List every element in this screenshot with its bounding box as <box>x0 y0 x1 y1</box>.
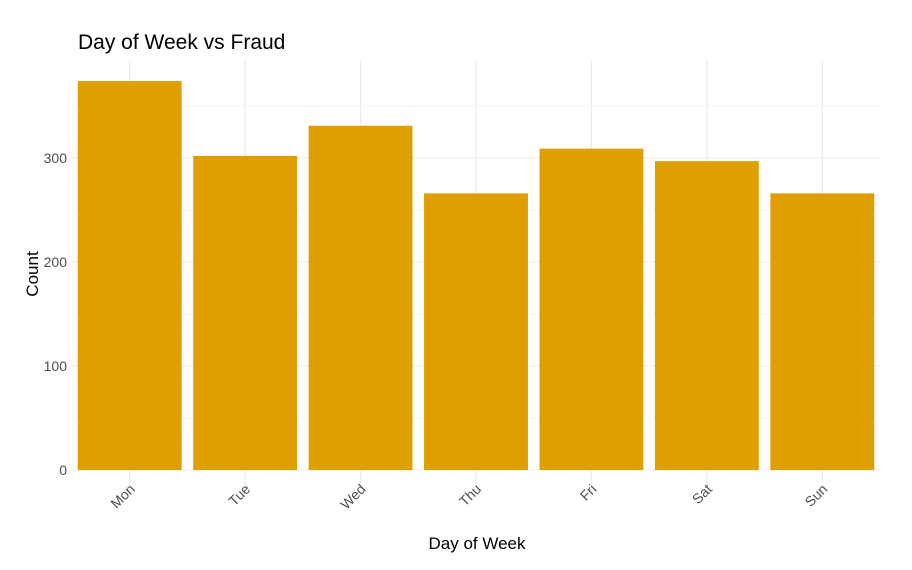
bar-thu <box>424 193 528 471</box>
x-axis-title: Day of Week <box>428 534 526 553</box>
x-tick-label-thu: Thu <box>456 481 484 509</box>
y-axis-title: Count <box>23 251 42 297</box>
x-tick-label-wed: Wed <box>337 481 368 512</box>
bar-mon <box>77 81 182 470</box>
bar-wed <box>308 125 413 470</box>
y-axis-ticks: 0 100 200 300 <box>44 150 68 478</box>
x-tick-label-sun: Sun <box>801 481 830 510</box>
x-axis-ticks: Mon Tue Wed Thu Fri Sat Sun <box>107 481 830 513</box>
x-tick-label-sat: Sat <box>689 481 715 507</box>
x-tick-label-fri: Fri <box>577 481 600 504</box>
x-tick-label-mon: Mon <box>107 481 138 512</box>
bar-sun <box>770 193 875 471</box>
bars <box>77 81 875 471</box>
y-tick-label: 0 <box>59 462 67 478</box>
y-tick-label: 300 <box>44 150 68 166</box>
y-tick-label: 100 <box>44 358 68 374</box>
chart-title: Day of Week vs Fraud <box>78 31 285 54</box>
bar-tue <box>193 155 298 471</box>
bar-sat <box>654 161 759 470</box>
x-tick-label-tue: Tue <box>225 481 253 509</box>
y-tick-label: 200 <box>44 254 68 270</box>
bar-fri <box>539 148 644 470</box>
